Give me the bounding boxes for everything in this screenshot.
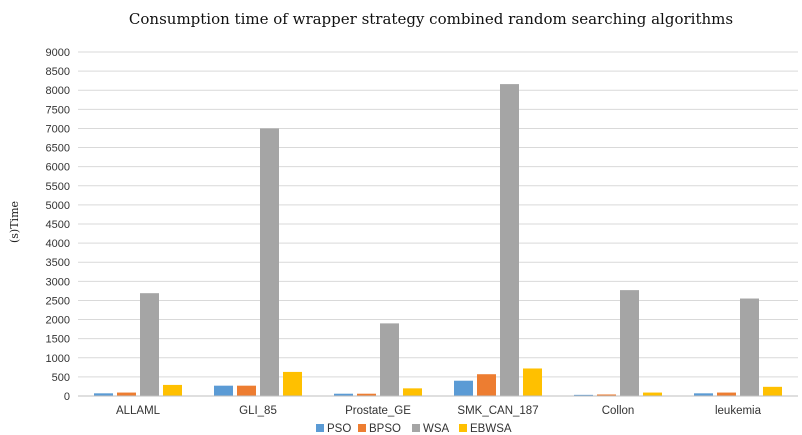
bar-bpso-gli_85 [237, 385, 256, 396]
bar-pso-collon [574, 394, 593, 396]
y-tick-label: 6000 [46, 162, 70, 174]
bar-pso-allaml [94, 393, 113, 396]
bar-pso-smk_can_187 [454, 380, 473, 396]
bar-bpso-leukemia [717, 392, 736, 396]
bar-wsa-gli_85 [260, 128, 279, 396]
y-tick-label: 1000 [46, 353, 70, 365]
y-tick-label: 7500 [46, 104, 70, 116]
legend-label-bpso: BPSO [369, 423, 401, 435]
legend-swatch-ebwsa [459, 424, 467, 432]
bar-wsa-prostate_ge [380, 323, 399, 396]
y-tick-label: 9000 [46, 47, 70, 59]
y-tick-label: 4000 [46, 238, 70, 250]
legend-label-pso: PSO [327, 423, 351, 435]
y-tick-label: 7000 [46, 123, 70, 135]
legend-label-wsa: WSA [423, 423, 450, 435]
y-tick-label: 2000 [46, 315, 70, 327]
y-axis-label: (s)Time [8, 201, 21, 243]
y-tick-label: 500 [52, 372, 70, 384]
x-category-label: leukemia [715, 405, 762, 417]
y-tick-label: 8000 [46, 85, 70, 97]
legend-label-ebwsa: EBWSA [470, 423, 512, 435]
gridlines [78, 51, 798, 378]
bar-ebwsa-prostate_ge [403, 388, 422, 396]
x-axis-categories: ALLAML GLI_85 Prostate_GE SMK_CAN_187 Collon… [116, 405, 762, 417]
bar-pso-gli_85 [214, 385, 233, 396]
y-tick-label: 6500 [46, 143, 70, 155]
bar-bpso-allaml [117, 392, 136, 396]
legend: PSO BPSO WSA EBWSA [316, 423, 512, 435]
y-tick-label: 0 [64, 391, 70, 403]
bar-pso-leukemia [694, 393, 713, 396]
y-tick-label: 4500 [46, 219, 70, 231]
x-category-label: GLI_85 [239, 405, 277, 417]
bar-wsa-leukemia [740, 298, 759, 396]
y-tick-label: 3500 [46, 257, 70, 269]
bar-ebwsa-leukemia [763, 386, 782, 396]
bar-bpso-collon [597, 394, 616, 396]
bar-wsa-smk_can_187 [500, 84, 519, 397]
bar-ebwsa-gli_85 [283, 371, 302, 396]
y-axis-ticks: 0 500 1000 1500 2000 2500 3000 3500 4000 4500 5000… [46, 47, 70, 403]
legend-swatch-pso [316, 424, 324, 432]
bar-wsa-collon [620, 290, 639, 396]
y-tick-label: 1500 [46, 334, 70, 346]
bar-bpso-prostate_ge [357, 393, 376, 396]
legend-swatch-wsa [412, 424, 420, 432]
y-tick-label: 5500 [46, 181, 70, 193]
x-category-label: ALLAML [116, 405, 161, 417]
bars [94, 84, 782, 397]
y-tick-label: 3000 [46, 276, 70, 288]
bar-pso-prostate_ge [334, 393, 353, 396]
bar-ebwsa-collon [643, 392, 662, 396]
y-tick-label: 8500 [46, 66, 70, 78]
x-category-label: Prostate_GE [345, 405, 411, 417]
bar-wsa-allaml [140, 293, 159, 396]
y-tick-label: 2500 [46, 295, 70, 307]
x-category-label: SMK_CAN_187 [457, 405, 538, 417]
y-tick-label: 5000 [46, 200, 70, 212]
legend-swatch-bpso [358, 424, 366, 432]
x-category-label: Collon [602, 405, 635, 417]
chart-title: Consumption time of wrapper strategy com… [129, 10, 733, 28]
bar-bpso-smk_can_187 [477, 374, 496, 396]
bar-ebwsa-allaml [163, 384, 182, 396]
bar-ebwsa-smk_can_187 [523, 368, 542, 396]
